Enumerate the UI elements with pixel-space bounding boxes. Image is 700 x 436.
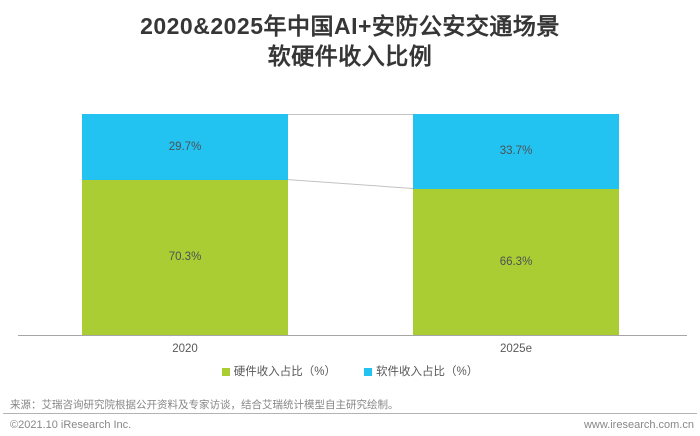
source-note: 来源：艾瑞咨询研究院根据公开资料及专家访谈，结合艾瑞统计模型自主研究绘制。 bbox=[10, 399, 399, 411]
bar-2025e: 33.7% 66.3% bbox=[413, 114, 619, 335]
x-axis-label-2020: 2020 bbox=[172, 343, 198, 355]
bar-2020: 29.7% 70.3% bbox=[82, 114, 288, 335]
x-axis-line bbox=[18, 335, 687, 336]
chart-title: 2020&2025年中国AI+安防公安交通场景 软硬件收入比例 bbox=[0, 11, 700, 71]
legend-label-hardware: 硬件收入占比（%） bbox=[233, 366, 336, 378]
website-url: www.iresearch.com.cn bbox=[583, 419, 694, 431]
segment-software-2020: 29.7% bbox=[82, 114, 288, 180]
legend: 硬件收入占比（%） 软件收入占比（%） bbox=[0, 365, 700, 379]
segment-value-label: 70.3% bbox=[168, 251, 202, 264]
legend-item-software: 软件收入占比（%） bbox=[364, 365, 478, 379]
chart-title-line1: 2020&2025年中国AI+安防公安交通场景 bbox=[140, 13, 560, 39]
segment-hardware-2020: 70.3% bbox=[82, 179, 288, 335]
segment-software-2025e: 33.7% bbox=[413, 114, 619, 189]
segment-value-label: 66.3% bbox=[499, 255, 533, 268]
legend-item-hardware: 硬件收入占比（%） bbox=[221, 365, 336, 379]
legend-swatch-software-icon bbox=[364, 368, 372, 376]
copyright-text: ©2021.10 iResearch Inc. bbox=[10, 419, 132, 431]
segment-hardware-2025e: 66.3% bbox=[413, 188, 619, 335]
segment-value-label: 33.7% bbox=[499, 145, 533, 158]
connector-line-boundary bbox=[287, 179, 414, 189]
legend-swatch-hardware-icon bbox=[221, 368, 230, 376]
segment-value-label: 29.7% bbox=[168, 140, 202, 153]
footer-divider bbox=[3, 413, 697, 414]
x-axis-label-2025e: 2025e bbox=[500, 343, 532, 355]
legend-label-software: 软件收入占比（%） bbox=[376, 366, 479, 378]
chart-title-line2: 软硬件收入比例 bbox=[267, 43, 433, 69]
